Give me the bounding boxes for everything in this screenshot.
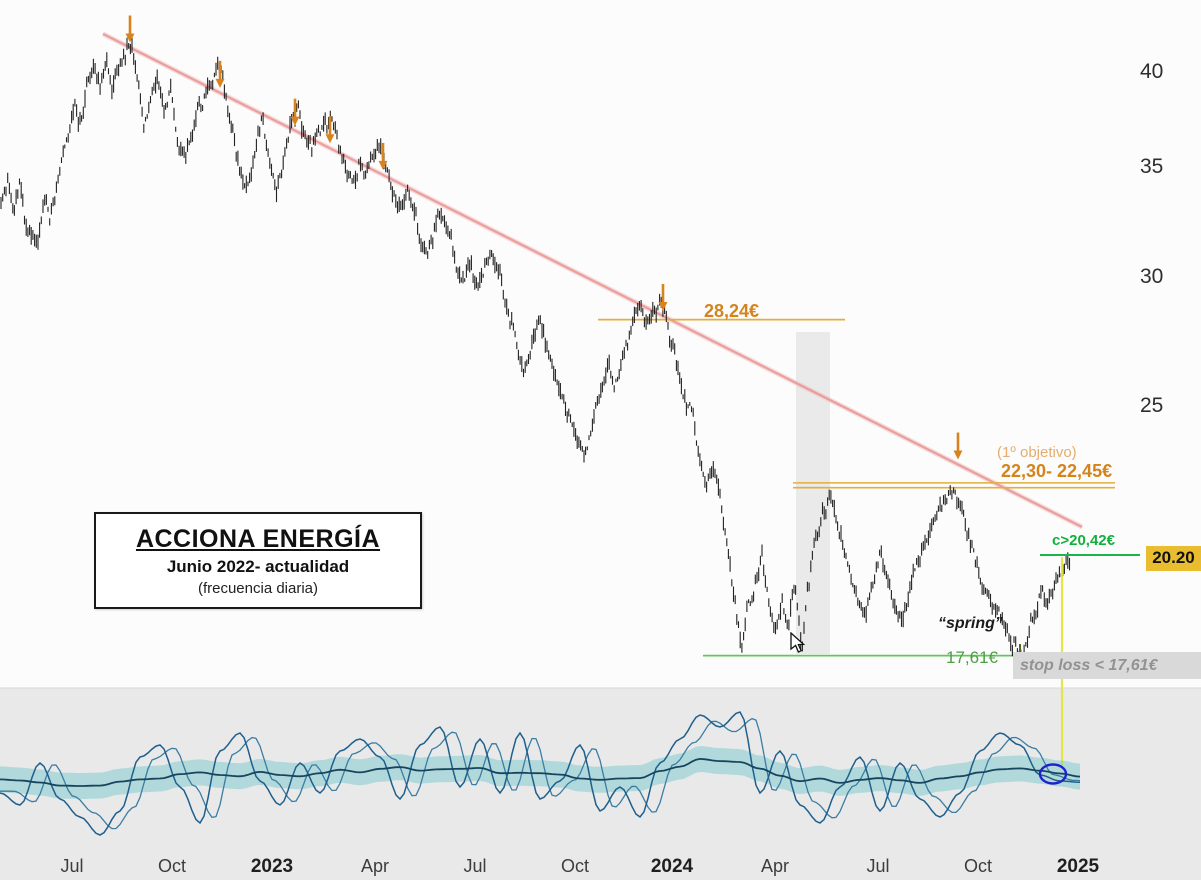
y-axis-label: 35 [1140, 154, 1164, 178]
x-axis-label: 2025 [1056, 856, 1100, 877]
chart-title: ACCIONA ENERGÍA [135, 524, 381, 553]
stop-loss-label: stop loss < 17,61€ [1020, 656, 1158, 674]
mouse-cursor [790, 631, 806, 659]
target-zone-label: 22,30- 22,45€ [1001, 461, 1113, 481]
breakout-condition-label: c>20,42€ [1052, 532, 1115, 549]
chart-title-box: ACCIONA ENERGÍA Junio 2022- actualidad (… [94, 512, 422, 609]
x-axis-label: Apr [360, 856, 390, 876]
y-axis-label: 40 [1140, 60, 1164, 83]
x-axis-label: Apr [760, 856, 790, 876]
x-axis-label: Oct [963, 856, 993, 876]
x-axis-label: 2024 [650, 856, 694, 877]
spring-label: “spring” [938, 615, 1003, 632]
x-axis-label: Jul [866, 856, 890, 876]
chart-subtitle: Junio 2022- actualidad [166, 556, 350, 576]
first-target-tag: (1º objetivo) [997, 444, 1077, 461]
last-price-tag: 20.20 [1146, 545, 1201, 571]
y-axis-label: 25 [1140, 394, 1164, 418]
y-axis-label: 30 [1140, 264, 1164, 288]
chart-frequency-note: (frecuencia diaria) [197, 579, 319, 597]
cursor-arrow-icon [790, 631, 806, 653]
x-axis-label: 2023 [250, 856, 294, 877]
x-axis-label: Jul [463, 856, 487, 876]
x-axis-label: Oct [157, 856, 187, 876]
x-axis-label: Jul [60, 856, 84, 876]
x-axis-label: Oct [560, 856, 590, 876]
stop-loss-strip: stop loss < 17,61€ [1013, 652, 1201, 679]
support-price-label: 17,61€ [946, 648, 998, 667]
resistance-price-label: 28,24€ [704, 301, 760, 321]
